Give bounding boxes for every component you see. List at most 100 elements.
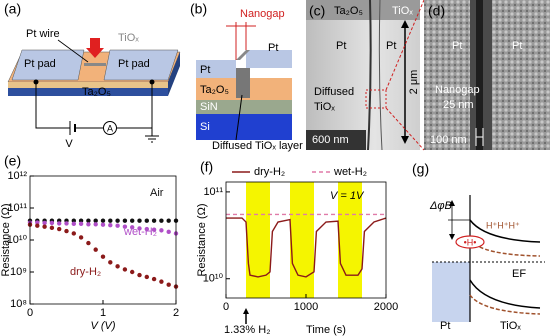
point — [144, 226, 149, 232]
label: Pt wire — [26, 28, 60, 40]
h2-interval — [290, 182, 314, 298]
x-tick-label: 2000 — [374, 301, 398, 313]
panel-c: (c) Ta₂O₅ TiOₓ Pt Pt Diffused TiOₓ 600 n… — [306, 0, 425, 151]
label: Pt — [452, 40, 462, 52]
point — [108, 223, 113, 228]
series-label: dry-H₂ — [70, 266, 101, 278]
label: Pt — [268, 42, 278, 54]
panel-label: (d) — [428, 3, 445, 19]
label: Ta₂O₅ — [82, 86, 111, 98]
legend-label: wet-H₂ — [333, 166, 367, 178]
label: Pt — [336, 40, 346, 52]
h2-interval — [338, 182, 362, 298]
label: •H• — [464, 237, 477, 247]
label: Diffused — [314, 86, 354, 98]
point — [115, 223, 120, 228]
chart: (e) Air wet-H₂ dry-H₂ 10⁸ 10⁹ 10¹⁰ 10¹¹ 10¹² 0 1 2 R… — [0, 153, 179, 332]
point — [100, 254, 106, 259]
point — [93, 222, 98, 227]
point — [166, 282, 171, 287]
point — [78, 221, 84, 227]
point — [122, 218, 128, 223]
point — [64, 221, 69, 226]
x-tick-label: 0 — [27, 307, 33, 319]
point — [71, 221, 77, 227]
point — [100, 218, 106, 223]
label: Pt — [440, 320, 450, 332]
point — [122, 224, 128, 229]
point — [137, 226, 142, 231]
y-tick-label: 10¹² — [7, 170, 27, 182]
point — [49, 225, 55, 231]
label: Pt pad — [24, 58, 56, 70]
point — [71, 231, 77, 236]
panel-label: (c) — [309, 3, 325, 19]
point — [151, 218, 157, 223]
label: Si — [200, 121, 210, 133]
label: Pt — [386, 40, 396, 52]
arrow-head — [243, 308, 249, 314]
x-tick-label: 0 — [223, 301, 229, 313]
point — [64, 228, 69, 234]
point — [100, 222, 106, 227]
label: Pt pad — [118, 58, 150, 70]
series-label: wet-H₂ — [123, 226, 157, 238]
y-tick-label: 10¹⁰ — [203, 273, 224, 285]
point — [159, 279, 164, 284]
label: Ta₂O₅ — [200, 84, 229, 96]
pointer — [57, 39, 89, 63]
point — [115, 264, 120, 269]
label: A — [107, 123, 113, 133]
label: EF — [512, 268, 526, 280]
label: TiOₓ — [500, 320, 521, 332]
y-tick-label: 10¹¹ — [7, 202, 27, 214]
label: Pt — [512, 40, 522, 52]
y-tick-label: 10⁹ — [10, 266, 27, 278]
series-label: Air — [150, 187, 164, 199]
point — [144, 218, 149, 223]
point — [108, 260, 113, 265]
label: 2 μm — [408, 70, 420, 95]
y-tick-label: 10⁸ — [10, 298, 27, 310]
point — [71, 218, 77, 223]
point — [130, 269, 135, 275]
scale-label: 100 nm — [430, 134, 467, 146]
point — [144, 274, 149, 280]
point — [159, 218, 164, 223]
point — [115, 218, 120, 223]
label: H⁺H⁺H⁺ — [486, 220, 520, 230]
label: ΔφB — [429, 200, 452, 212]
point — [78, 235, 84, 240]
legend-label: dry-H₂ — [254, 166, 285, 178]
point — [49, 220, 55, 226]
point — [130, 225, 135, 230]
y-axis-title: Resistance (Ω) — [0, 203, 12, 276]
point — [86, 222, 91, 227]
point — [42, 224, 47, 229]
label: V — [65, 138, 73, 150]
series-line — [226, 217, 387, 278]
point — [159, 228, 164, 233]
panel-label: (b) — [190, 1, 207, 17]
point — [57, 221, 62, 226]
gas-label: 1.33% H₂ — [224, 324, 270, 336]
point — [137, 272, 142, 278]
label: Pt — [200, 64, 210, 76]
scale-label: 600 nm — [312, 134, 349, 146]
point — [86, 240, 91, 246]
point — [42, 220, 47, 226]
label: Diffused TiOₓ layer — [212, 140, 303, 152]
micrograph — [306, 0, 420, 150]
point — [151, 227, 157, 232]
label: SiN — [200, 101, 218, 113]
y-tick-label: 10¹¹ — [203, 186, 223, 198]
point — [93, 247, 98, 252]
label: TiOₓ — [314, 101, 335, 113]
chart: (f) dry-H₂ wet-H₂ V = 1V 1.33% H₂ 10¹⁰ 10¹¹ 0 10… — [196, 159, 398, 336]
point — [122, 267, 128, 272]
x-tick-label: 1000 — [294, 301, 318, 313]
point — [137, 218, 142, 223]
point — [130, 218, 135, 223]
x-tick-label: 2 — [173, 307, 179, 319]
